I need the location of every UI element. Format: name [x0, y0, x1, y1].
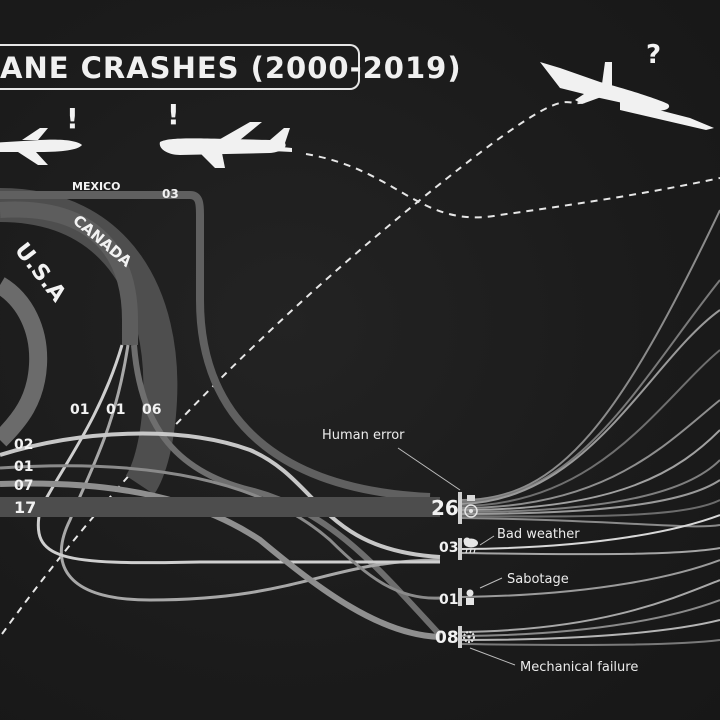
- leader-mechanical: [469, 647, 516, 666]
- saboteur-icon: [466, 589, 474, 605]
- split-count-3: 06: [142, 402, 161, 418]
- count-mexico: 03: [162, 187, 179, 201]
- gear-icon: [463, 631, 475, 643]
- usa-inner-ring: [0, 277, 48, 447]
- flow-canada-06: [131, 344, 443, 638]
- fan-out-lines: [461, 209, 720, 646]
- flow-left-02: [0, 431, 441, 559]
- split-count-1: 01: [70, 402, 89, 418]
- split-count-2: 01: [106, 402, 125, 418]
- cause-label-sabotage: Sabotage: [507, 572, 569, 587]
- airplane-icon-left: [0, 128, 82, 165]
- leader-sabotage: [479, 577, 503, 589]
- leader-human-error: [397, 447, 461, 491]
- mexico-band: [0, 191, 431, 501]
- cause-label-human-error: Human error: [322, 428, 405, 443]
- human-error-icon: [464, 495, 478, 518]
- cause-label-bad-weather: Bad weather: [497, 527, 580, 542]
- cause-count-human-error: 26: [431, 496, 459, 520]
- node-human-error: [458, 492, 462, 524]
- airplane-icon-middle: [159, 122, 292, 168]
- node-bad-weather: [458, 538, 462, 560]
- cause-count-sabotage: 01: [439, 592, 458, 608]
- exclamation-mark-2: !: [167, 98, 180, 131]
- country-label-mexico: MEXICO: [72, 180, 120, 193]
- flow-canada-01a: [59, 344, 441, 602]
- canada-band: [0, 201, 138, 345]
- airplane-icon-right: [540, 62, 714, 130]
- cause-label-mechanical: Mechanical failure: [520, 660, 638, 675]
- leader-bad-weather: [479, 535, 495, 546]
- node-sabotage: [458, 588, 462, 606]
- flow-left-07: [0, 480, 441, 640]
- left-count-1: 02: [14, 437, 33, 453]
- left-count-2: 01: [14, 459, 33, 475]
- exclamation-mark-1: !: [66, 102, 79, 135]
- dashed-flight-path-wave: [305, 153, 720, 219]
- cloud-rain-icon: [463, 537, 478, 554]
- cause-count-bad-weather: 03: [439, 540, 458, 556]
- left-count-4: 17: [14, 498, 36, 517]
- title-frame: [0, 44, 360, 90]
- page-title: ANE CRASHES (2000-2019): [0, 51, 462, 85]
- node-mechanical: [458, 626, 462, 648]
- question-mark: ?: [646, 40, 662, 70]
- left-count-3: 07: [14, 478, 33, 494]
- cause-count-mechanical: 08: [435, 628, 459, 648]
